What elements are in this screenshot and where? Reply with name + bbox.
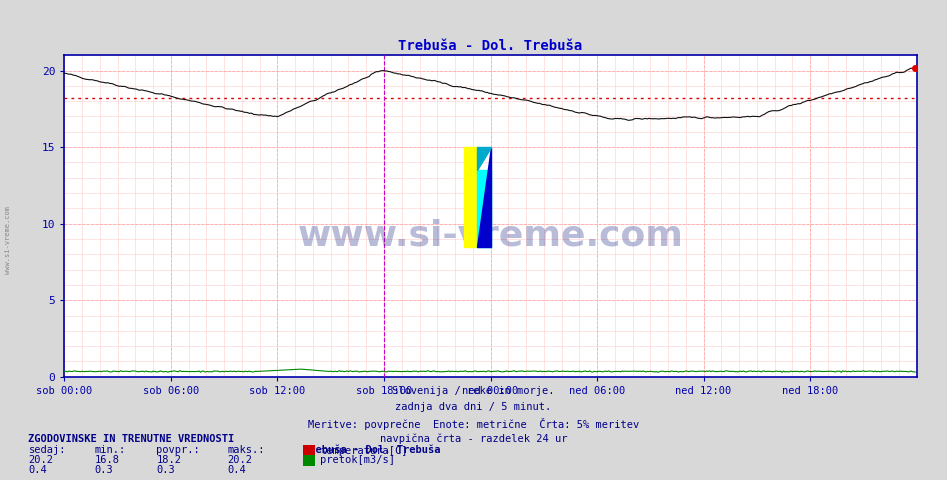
Text: Trebuša - Dol. Trebuša: Trebuša - Dol. Trebuša [303,445,440,456]
Text: zadnja dva dni / 5 minut.: zadnja dva dni / 5 minut. [396,402,551,412]
Text: 20.2: 20.2 [227,455,252,465]
Text: Meritve: povprečne  Enote: metrične  Črta: 5% meritev: Meritve: povprečne Enote: metrične Črta:… [308,418,639,430]
Text: temperatura[C]: temperatura[C] [320,446,407,456]
Text: maks.:: maks.: [227,445,265,456]
Text: 0.3: 0.3 [156,465,175,475]
Text: 16.8: 16.8 [95,455,119,465]
Text: Slovenija / reke in morje.: Slovenija / reke in morje. [392,386,555,396]
Text: min.:: min.: [95,445,126,456]
Text: ZGODOVINSKE IN TRENUTNE VREDNOSTI: ZGODOVINSKE IN TRENUTNE VREDNOSTI [28,434,235,444]
Polygon shape [477,147,491,247]
Bar [464,147,477,247]
Text: sedaj:: sedaj: [28,445,66,456]
Text: pretok[m3/s]: pretok[m3/s] [320,456,395,465]
Text: 18.2: 18.2 [156,455,181,465]
Text: povpr.:: povpr.: [156,445,200,456]
Text: 0.4: 0.4 [28,465,47,475]
Polygon shape [477,147,491,170]
Text: navpična črta - razdelek 24 ur: navpična črta - razdelek 24 ur [380,434,567,444]
Text: 0.3: 0.3 [95,465,114,475]
Bar [477,170,491,247]
Title: Trebuša - Dol. Trebuša: Trebuša - Dol. Trebuša [399,39,582,53]
Text: www.si-vreme.com: www.si-vreme.com [5,206,10,274]
Text: www.si-vreme.com: www.si-vreme.com [297,218,684,252]
Text: 0.4: 0.4 [227,465,246,475]
Text: 20.2: 20.2 [28,455,53,465]
